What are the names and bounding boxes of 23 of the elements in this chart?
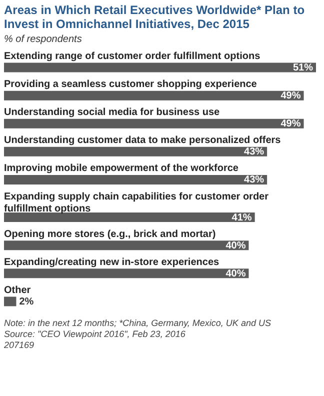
y-tick-label: Expanding supply chain capabilities for customer order fulfillment options	[4, 191, 269, 214]
text: Note: in the next 12 months; *China, Germany, Mexico, UK and US	[4, 318, 271, 328]
data-label: 43%	[244, 174, 264, 186]
y-tick-label: Other	[4, 284, 31, 296]
chart-subtitle: % of respondents	[4, 34, 82, 45]
data-label: 40%	[226, 268, 246, 280]
y-tick-label: Understanding social media for business use	[4, 107, 220, 118]
source-note: Source: "CEO Viewpoint 2016", Feb 23, 2016	[4, 329, 186, 339]
y-tick-label: Providing a seamless customer shopping experience	[4, 79, 258, 90]
y-tick-label: Understanding customer data to make personalized offers	[4, 135, 282, 146]
data-label: 49%	[280, 90, 301, 102]
y-tick-label: Extending range of customer order fulfillment options	[4, 51, 261, 62]
data-label: 49%	[280, 118, 301, 130]
y-tick-label: Opening more stores (e.g., brick and mortar)	[4, 228, 216, 240]
chart-title: Areas in Which Retail Executives Worldwide* Plan to Invest in Omnichannel Initiatives, Dec 2015	[4, 3, 305, 31]
data-label: 40%	[226, 240, 246, 252]
data-label: 41%	[232, 212, 252, 224]
y-tick-label: Expanding/creating new in-store experiences	[4, 256, 220, 268]
text: 207169	[3, 340, 34, 350]
y-tick-label: Improving mobile empowerment of the workforce	[4, 163, 239, 174]
data-label: 2%	[19, 296, 34, 308]
data-label: 51%	[292, 62, 314, 74]
data-label: 43%	[244, 146, 264, 158]
